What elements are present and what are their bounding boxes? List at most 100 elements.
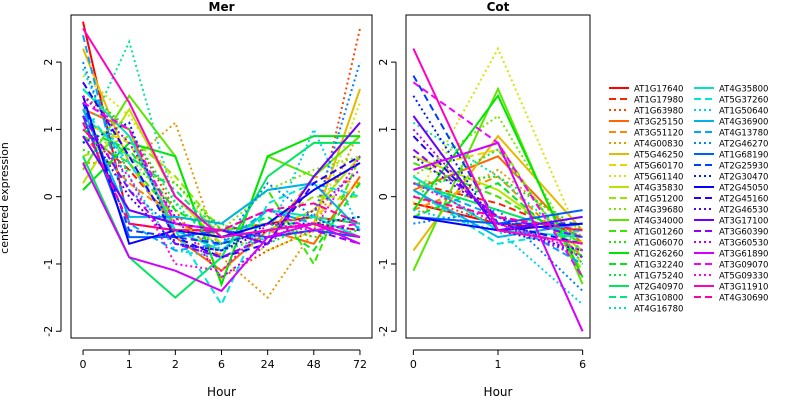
legend-label: AT1G50640 <box>719 107 768 117</box>
legend-label: AT4G34000 <box>634 217 683 227</box>
legend-label: AT1G17980 <box>634 96 683 106</box>
legend-label: AT3G61890 <box>719 250 768 260</box>
legend-label: AT3G25150 <box>634 118 683 128</box>
legend-label: AT5G37260 <box>719 96 768 106</box>
x-tick-label: 24 <box>261 358 275 371</box>
legend-label: AT4G35800 <box>719 85 768 95</box>
y-axis-label: centered expression <box>0 142 11 254</box>
x-tick-label: 48 <box>307 358 321 371</box>
panel-mer: Mer 0 1 2 6 24 48 72 Hour -2 -1 0 1 2 <box>42 0 373 399</box>
legend-label: AT3G09070 <box>719 261 768 271</box>
series-line-at1g50640 <box>82 68 361 259</box>
series-line-at5g61140 <box>412 46 584 245</box>
series-line-at5g09330 <box>82 128 361 272</box>
x-tick-label: 1 <box>126 358 133 371</box>
series-line-at3g60390 <box>412 148 583 239</box>
legend-label: AT2G45160 <box>719 195 768 205</box>
series-line-at4g39680 <box>82 128 361 232</box>
legend-label: AT2G25930 <box>719 162 768 172</box>
x-tick-label: 0 <box>410 358 417 371</box>
series-line-at4g13780 <box>413 182 584 265</box>
panel-cot: Cot 0 1 6 Hour -2 -1 0 1 2 <box>377 0 591 399</box>
series-line-at4g36900 <box>412 189 583 239</box>
legend-label: AT2G46530 <box>719 206 768 216</box>
legend-label: AT4G13780 <box>719 129 768 139</box>
legend-label: AT5G46250 <box>634 151 683 161</box>
legend-label: AT3G60390 <box>719 228 768 238</box>
legend-label: AT1G68190 <box>719 151 768 161</box>
legend-label: AT1G26260 <box>634 250 683 260</box>
legend-label: AT3G17100 <box>719 217 768 227</box>
legend-label: AT1G63980 <box>634 107 683 117</box>
series-line-at2g46270 <box>413 209 584 292</box>
series-line-at4g00830 <box>412 168 584 238</box>
series-line-at4g30690 <box>413 195 583 232</box>
y-tick-label: 0 <box>42 193 55 200</box>
plot-frame <box>405 14 591 339</box>
legend-label: AT5G61140 <box>634 173 683 183</box>
y-tick-label: -2 <box>377 326 390 337</box>
y-tick-label: 1 <box>42 126 55 133</box>
legend-label: AT1G32240 <box>634 261 683 271</box>
y-tick-label: -1 <box>42 258 55 269</box>
x-tick-label: 2 <box>172 358 179 371</box>
y-tick-label: 1 <box>377 126 390 133</box>
series-line-at1g75240 <box>82 88 361 245</box>
series-line-at3g09070 <box>412 81 584 278</box>
series-line-at3g60390 <box>82 115 361 259</box>
series-line-at2g46530 <box>412 155 584 259</box>
y-tick-label: 2 <box>377 59 390 66</box>
series-line-at1g06070 <box>82 148 361 239</box>
legend-label: AT3G10800 <box>634 294 683 304</box>
legend-label: AT1G51200 <box>634 195 683 205</box>
legend-label: AT2G40970 <box>634 283 683 293</box>
legend-label: AT1G75240 <box>634 272 683 282</box>
x-tick-label: 72 <box>353 358 367 371</box>
series-line-at4g16780 <box>82 39 361 252</box>
series-line-at3g11910 <box>412 48 583 245</box>
legend-label: AT4G39680 <box>634 206 683 216</box>
legend-label: AT2G45050 <box>719 184 768 194</box>
chart-title: Cot <box>487 0 510 14</box>
legend-label: AT4G35830 <box>634 184 683 194</box>
x-tick-label: 6 <box>218 358 225 371</box>
legend-label: AT4G00830 <box>634 140 683 150</box>
legend-label: AT1G06070 <box>634 239 683 249</box>
series-line-at3g11910 <box>82 27 361 239</box>
series-line-at1g06070 <box>413 175 584 232</box>
legend-label: AT4G36900 <box>719 118 768 128</box>
x-tick-label: 0 <box>80 358 87 371</box>
x-tick-label: 6 <box>579 358 586 371</box>
x-axis-label: Hour <box>484 385 513 399</box>
y-tick-label: -2 <box>42 326 55 337</box>
legend: AT1G17640AT1G17980AT1G63980AT3G25150AT3G… <box>609 85 768 315</box>
legend-label: AT3G11910 <box>719 283 768 293</box>
legend-label: AT1G01260 <box>634 228 683 238</box>
series-line-at3g60530 <box>412 128 583 259</box>
legend-label: AT1G17640 <box>634 85 683 95</box>
y-tick-label: -1 <box>377 258 390 269</box>
x-tick-label: 1 <box>495 358 502 371</box>
legend-label: AT2G30470 <box>719 173 768 183</box>
legend-label: AT3G60530 <box>719 239 768 249</box>
series-line-at5g09330 <box>412 182 583 252</box>
x-axis-label: Hour <box>207 385 236 399</box>
series-line-at2g46270 <box>82 61 361 245</box>
legend-label: AT4G16780 <box>634 305 683 315</box>
series-line-at4g30690 <box>82 122 361 232</box>
legend-label: AT2G46270 <box>719 140 768 150</box>
legend-label: AT4G30690 <box>719 294 768 304</box>
legend-label: AT3G51120 <box>634 129 683 139</box>
legend-label: AT5G09330 <box>719 272 768 282</box>
plot-frame <box>70 14 373 339</box>
series-line-at5g61140 <box>82 74 361 252</box>
y-tick-label: 0 <box>377 193 390 200</box>
legend-label: AT5G60170 <box>634 162 683 172</box>
series-line-at5g37260 <box>412 189 583 245</box>
series-line-at3g60530 <box>82 95 361 279</box>
series-line-at2g45160 <box>82 81 361 259</box>
chart-title: Mer <box>209 0 235 14</box>
y-tick-label: 2 <box>42 59 55 66</box>
